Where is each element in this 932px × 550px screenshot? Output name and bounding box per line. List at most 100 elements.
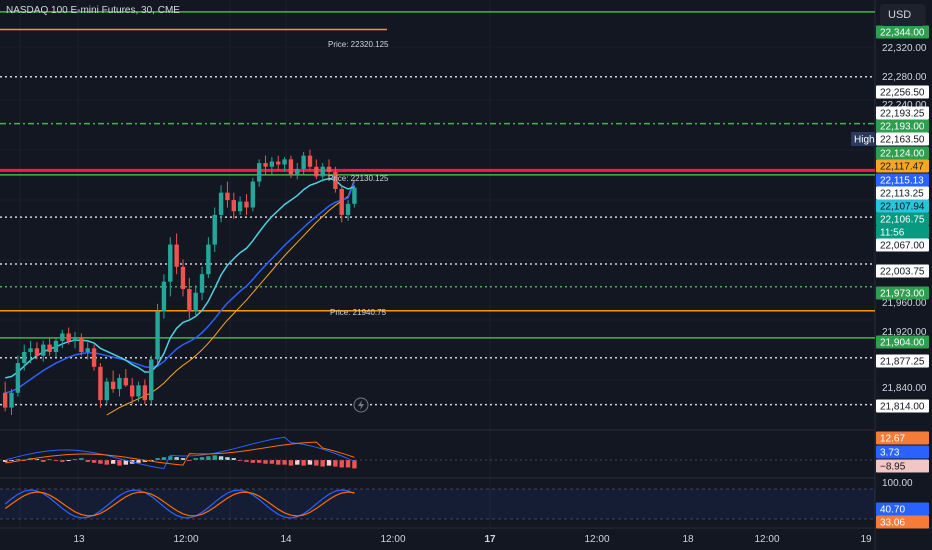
candle-body-53 — [339, 188, 344, 215]
macd-hist-39 — [250, 460, 256, 463]
candle-12 — [79, 333, 84, 356]
macd-hist-53 — [339, 460, 344, 468]
price-tick-0: 22,320.00 — [882, 43, 927, 54]
candle-body-15 — [98, 366, 103, 401]
candle-10 — [66, 327, 71, 345]
badge-b22344: 22,344.00 — [876, 25, 929, 39]
chart-title: NASDAQ 100 E-mini Futures, 30, CME — [6, 5, 180, 16]
candle-body-42 — [269, 161, 275, 167]
candle-body-46 — [295, 168, 300, 175]
badge-b22117: 22,117.47 — [876, 159, 929, 173]
badge-text-m3: −8.95 — [880, 462, 906, 473]
candle-14 — [91, 344, 97, 371]
high-tag-text: High — [854, 135, 875, 146]
badge-text-b22115: 22,115.13 — [880, 176, 924, 187]
candle-body-31 — [199, 274, 205, 293]
currency-button[interactable]: USD — [880, 4, 926, 26]
time-label-5: 12:00 — [584, 534, 609, 545]
candle-44 — [282, 157, 287, 172]
candle-body-36 — [231, 200, 236, 212]
macd-hist-0 — [2, 460, 8, 462]
candle-body-6 — [41, 344, 46, 356]
badge-text-b22163: 22,163.50 — [880, 135, 925, 146]
ema-mid-line — [5, 181, 356, 394]
macd-hist-50 — [320, 460, 325, 467]
badge-bg-b22124 — [876, 146, 929, 160]
badge-bg-b22113 — [876, 186, 929, 200]
candle-29 — [187, 277, 192, 319]
time-axis: 13 12:00 14 12:00 17 12:00 18 12:00 19 — [73, 534, 872, 545]
badge-bg-b22067 — [876, 238, 929, 252]
time-label-8: 19 — [860, 534, 872, 545]
candle-22 — [142, 379, 148, 404]
price-label-p1: Price: 22320.125 — [328, 40, 389, 49]
bolt-icon[interactable] — [353, 397, 369, 413]
candle-body-54 — [345, 203, 351, 215]
candle-body-20 — [129, 385, 135, 397]
price-tick-1: 22,280.00 — [882, 72, 927, 83]
candle-28 — [180, 259, 186, 297]
candle-body-9 — [60, 333, 65, 341]
candle-40 — [256, 159, 262, 187]
macd-hist-31 — [199, 457, 205, 460]
badge-text-b21973: 21,973.00 — [880, 289, 925, 300]
candle-body-13 — [85, 348, 90, 353]
candle-18 — [117, 374, 122, 397]
candle-52 — [333, 166, 338, 193]
macd-hist-19 — [123, 460, 129, 465]
candle-body-34 — [218, 192, 224, 215]
badge-bg-s1 — [876, 502, 929, 516]
candle-25 — [161, 274, 167, 319]
candle-39 — [250, 177, 256, 212]
candle-24 — [155, 303, 160, 364]
stoch-band — [0, 489, 875, 519]
candle-body-18 — [117, 377, 122, 390]
badge-text-b22193a: 22,193.25 — [880, 109, 925, 120]
candle-body-55 — [352, 187, 357, 204]
candle-body-11 — [72, 337, 78, 341]
candle-body-16 — [104, 381, 109, 401]
candle-13 — [85, 342, 90, 360]
candle-body-25 — [161, 281, 167, 312]
price-label-p3: Price: 21940.75 — [330, 308, 387, 317]
macd-hist-38 — [244, 460, 249, 462]
candle-body-17 — [110, 381, 116, 390]
candle-27 — [174, 233, 179, 275]
candle-body-12 — [79, 337, 84, 353]
badge-text-b22344: 22,344.00 — [880, 28, 925, 39]
badge-m3: −8.95 — [876, 459, 929, 473]
candle-55 — [352, 185, 357, 208]
candle-2 — [15, 355, 21, 397]
macd-hist-18 — [117, 460, 122, 466]
macd-hist-40 — [256, 460, 262, 463]
badge-bg-m2 — [876, 445, 929, 459]
candle-41 — [263, 155, 268, 175]
time-label-1: 12:00 — [173, 534, 198, 545]
candle-body-41 — [263, 163, 268, 167]
macd-hist-26 — [168, 456, 173, 460]
ema-slow-line — [106, 179, 355, 416]
badge-bg-b22107 — [876, 199, 929, 213]
badge-b22107: 22,107.94 — [876, 199, 929, 213]
badge-bg-b22115 — [876, 173, 929, 187]
candle-38 — [244, 194, 249, 215]
macd-hist-24 — [155, 458, 160, 460]
badge-text-s2: 33.06 — [880, 518, 905, 529]
candle-body-35 — [225, 192, 230, 201]
badge-bg-b22003 — [876, 264, 929, 278]
macd-hist-48 — [307, 460, 313, 465]
badge-text-b22106: 22,106.75 — [880, 215, 925, 226]
candle-body-29 — [187, 289, 192, 312]
macd-hist-36 — [231, 458, 236, 460]
candle-32 — [206, 237, 211, 278]
badge-b21904: 21,904.00 — [876, 335, 929, 349]
badge-text-b22113: 22,113.25 — [880, 189, 924, 200]
macd-hist-34 — [218, 456, 224, 460]
time-label-4: 17 — [484, 534, 496, 545]
candle-42 — [269, 157, 275, 175]
macd-hist-6 — [41, 460, 46, 462]
badge-bg-b22117 — [876, 159, 929, 173]
macd-hist-7 — [47, 459, 52, 461]
candle-body-23 — [149, 359, 154, 401]
